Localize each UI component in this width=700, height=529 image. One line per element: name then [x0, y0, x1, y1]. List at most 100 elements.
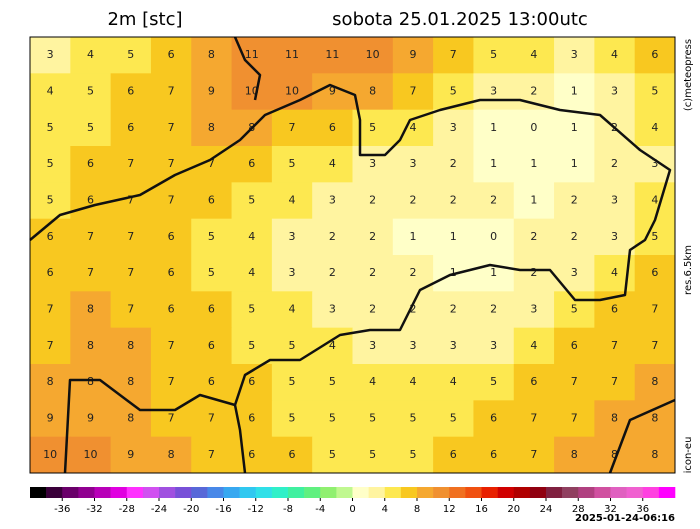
temp-cell [191, 182, 233, 220]
temp-value: 8 [127, 375, 134, 388]
temp-value: 9 [127, 448, 134, 461]
temp-cell [513, 182, 555, 220]
temp-value: 5 [208, 230, 215, 243]
temp-value: 7 [127, 266, 134, 279]
temp-cell [312, 182, 353, 220]
colorbar-label: 0 [349, 504, 355, 515]
temp-cell [271, 364, 313, 401]
temp-cell [30, 291, 71, 329]
temp-cell [473, 400, 515, 438]
temp-cell [594, 146, 636, 183]
temp-cell [473, 255, 515, 292]
colorbar-swatch [304, 487, 321, 498]
colorbar-swatch [94, 487, 111, 498]
temp-cell [312, 291, 353, 329]
temp-cell [433, 327, 474, 365]
temp-value: 11 [325, 48, 339, 61]
temp-cell [231, 291, 273, 329]
temp-cell [110, 327, 152, 365]
temp-value: 10 [366, 48, 380, 61]
temp-value: 5 [409, 412, 416, 425]
colorbar-swatch [481, 487, 498, 498]
colorbar-label: 16 [475, 504, 488, 515]
temp-value: 7 [168, 375, 175, 388]
colorbar-label: 36 [636, 504, 649, 515]
temp-value: 1 [450, 266, 457, 279]
colorbar-label: -16 [215, 504, 231, 515]
temp-cell [231, 182, 273, 220]
temp-value: 1 [571, 157, 578, 170]
temp-value: 1 [450, 230, 457, 243]
temp-value: 11 [285, 48, 299, 61]
temp-cell [30, 400, 71, 438]
border [608, 398, 676, 474]
temp-value: 3 [329, 303, 336, 316]
temp-cell [473, 146, 515, 183]
temp-cell [271, 291, 313, 329]
temp-cell [191, 291, 233, 329]
model-name: icon-eu [683, 437, 694, 474]
temp-value: 7 [168, 121, 175, 134]
temp-value: 6 [208, 194, 215, 207]
colorbar-label: -36 [54, 504, 70, 515]
temp-cell [271, 37, 313, 74]
temp-cell [312, 37, 353, 74]
temp-cell [191, 218, 233, 256]
temp-cell [352, 364, 394, 401]
temp-value: 2 [369, 266, 376, 279]
temp-cell [352, 73, 394, 111]
colorbar-swatch [658, 487, 676, 498]
temp-value: 3 [329, 194, 336, 207]
temp-cell [634, 255, 676, 292]
temp-value: 10 [83, 448, 97, 461]
temp-cell [231, 73, 273, 111]
colorbar-swatch [384, 487, 402, 498]
colorbar-swatch [417, 487, 434, 498]
colorbar-label: 28 [572, 504, 585, 515]
temp-cell [554, 364, 595, 401]
temp-cell [554, 182, 595, 220]
colorbar-swatch [562, 487, 579, 498]
temp-value: 3 [450, 339, 457, 352]
temp-cell [634, 436, 676, 474]
temp-value: 3 [289, 230, 296, 243]
colorbar-label: -24 [151, 504, 167, 515]
temp-value: 5 [248, 194, 255, 207]
temp-cell [433, 182, 474, 220]
temp-value: 5 [289, 339, 296, 352]
colorbar-swatch [191, 487, 208, 498]
colorbar-label: 32 [604, 504, 617, 515]
temp-cell [352, 327, 394, 365]
temp-value: 6 [208, 339, 215, 352]
temp-value: 4 [289, 194, 296, 207]
temp-value: 7 [47, 339, 54, 352]
temp-cell [191, 255, 233, 292]
temp-value: 3 [47, 48, 54, 61]
temp-value: 4 [530, 48, 537, 61]
colorbar-swatch [529, 487, 547, 498]
temp-cell [513, 218, 555, 256]
temp-value: 7 [127, 194, 134, 207]
temp-cell [554, 436, 595, 474]
temp-value: 5 [47, 121, 54, 134]
temp-value: 6 [47, 266, 54, 279]
colorbar-swatch [175, 487, 192, 498]
temp-value: 10 [43, 448, 57, 461]
temp-value: 4 [289, 303, 296, 316]
temp-cell [352, 182, 394, 220]
temp-cell [513, 255, 555, 292]
temp-cell [70, 146, 112, 183]
temp-value: 5 [450, 412, 457, 425]
temp-value: 8 [651, 412, 658, 425]
temp-value: 3 [530, 303, 537, 316]
temp-cell [191, 327, 233, 365]
temp-value: 4 [248, 230, 255, 243]
temp-cell [231, 255, 273, 292]
temp-value: 9 [409, 48, 416, 61]
borders [29, 36, 676, 474]
temp-cell [150, 400, 192, 438]
temp-value: 7 [611, 375, 618, 388]
temp-value: 1 [530, 194, 537, 207]
temp-cell [513, 327, 555, 365]
temp-cell [110, 146, 152, 183]
